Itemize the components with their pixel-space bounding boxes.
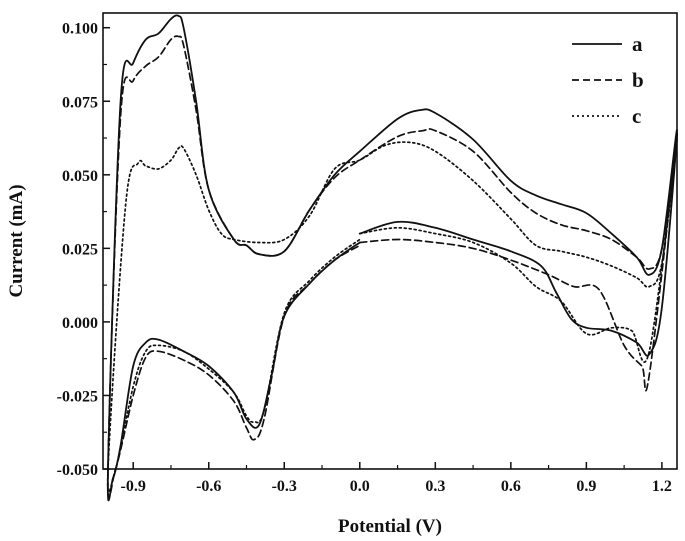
legend-label-c: c (632, 104, 641, 128)
y-tick-label: -0.050 (57, 462, 98, 479)
x-tick-label: -0.6 (196, 478, 221, 495)
x-tick-label: 1.2 (652, 478, 672, 495)
legend-label-b: b (632, 68, 644, 92)
x-tick-label: -0.3 (272, 478, 297, 495)
legend: abc (572, 32, 644, 128)
series-line-c (106, 137, 679, 493)
series-line-a (106, 14, 678, 502)
y-tick-label: 0.100 (62, 21, 98, 38)
series-line-b (107, 35, 679, 499)
x-tick-label: -0.9 (121, 478, 146, 495)
y-tick-labels: -0.050 -0.025 0.000 0.025 0.050 0.075 0.100 (57, 21, 98, 479)
data-series (106, 14, 679, 502)
y-tick-label: 0.075 (62, 94, 98, 111)
x-tick-label: 0.0 (350, 478, 370, 495)
plot-frame (102, 12, 678, 470)
x-tick-label: 0.9 (576, 478, 596, 495)
x-axis-title: Potential (V) (338, 516, 442, 537)
x-tick-labels: -0.9 -0.6 -0.3 0.0 0.3 0.6 0.9 1.2 (121, 478, 672, 495)
y-tick-label: 0.000 (62, 315, 98, 332)
y-tick-label: -0.025 (57, 388, 98, 405)
y-tick-label: 0.025 (62, 241, 98, 258)
y-tick-label: 0.050 (62, 168, 98, 185)
x-tick-label: 0.6 (501, 478, 521, 495)
y-axis-title: Current (mA) (6, 184, 27, 297)
x-tick-label: 0.3 (425, 478, 445, 495)
legend-label-a: a (632, 32, 643, 56)
axis-ticks (103, 26, 663, 470)
